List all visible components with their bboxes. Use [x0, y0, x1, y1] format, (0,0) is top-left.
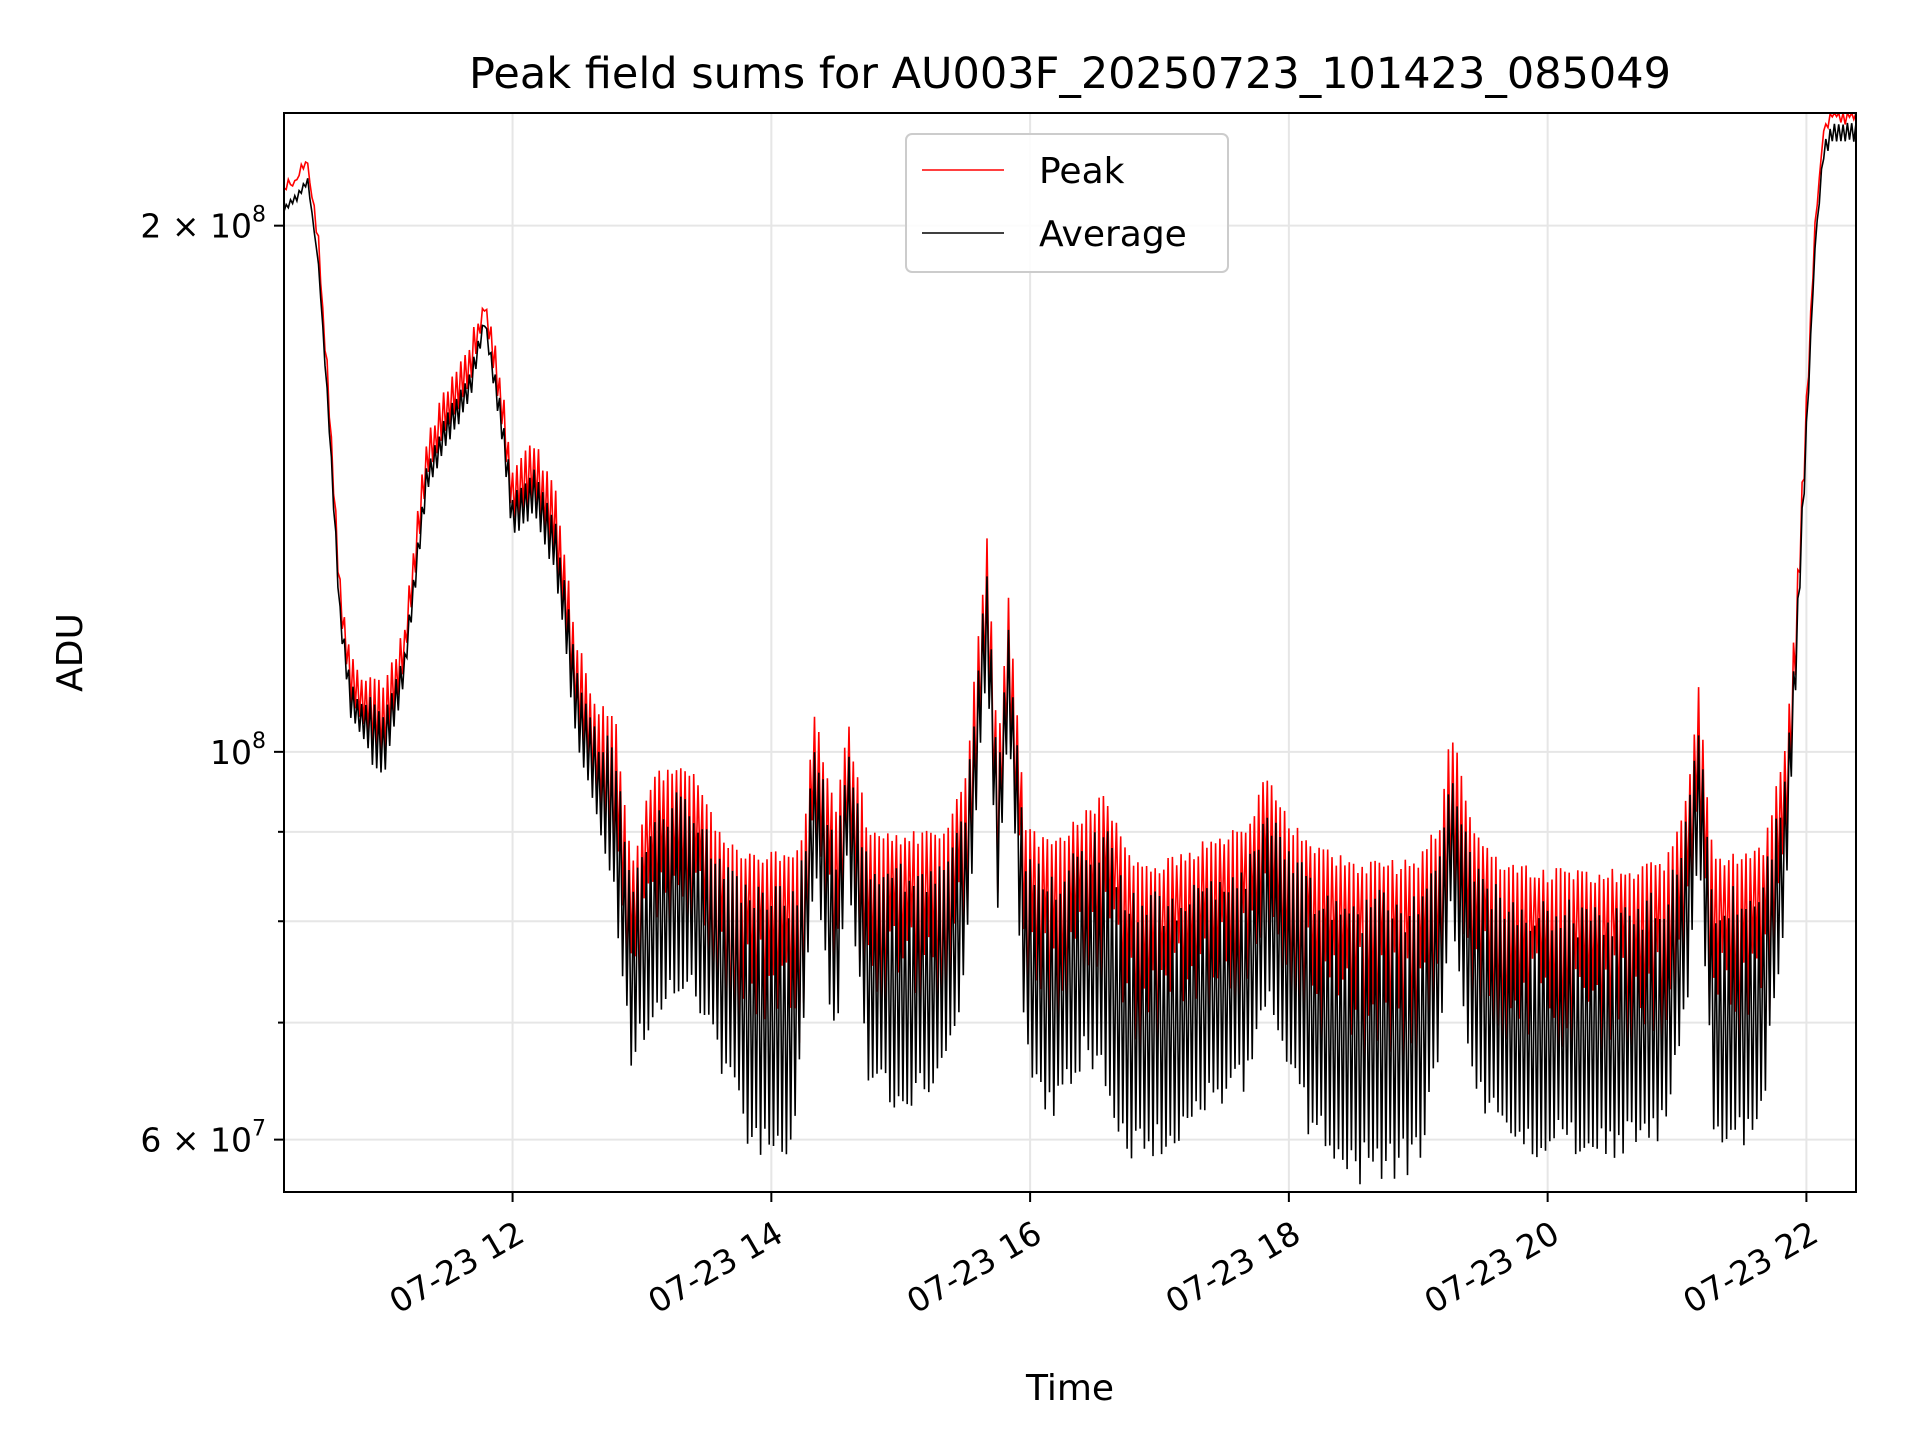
axes-frame — [283, 112, 1857, 1193]
series-line-peak — [284, 113, 1856, 1078]
series-line-average — [284, 122, 1856, 1185]
chart-title: Peak field sums for AU003F_20250723_1014… — [469, 49, 1671, 99]
y-tick-label: 2 × 108 — [140, 203, 266, 246]
legend: Peak Average — [905, 133, 1229, 273]
legend-label-peak: Peak — [1039, 151, 1125, 192]
y-tick-label: 6 × 107 — [140, 1117, 266, 1160]
x-axis-title: Time — [1025, 1368, 1114, 1409]
y-axis-title: ADU — [50, 613, 91, 692]
legend-box — [905, 133, 1229, 273]
plot-area — [284, 113, 1856, 1185]
legend-label-average: Average — [1039, 214, 1187, 255]
